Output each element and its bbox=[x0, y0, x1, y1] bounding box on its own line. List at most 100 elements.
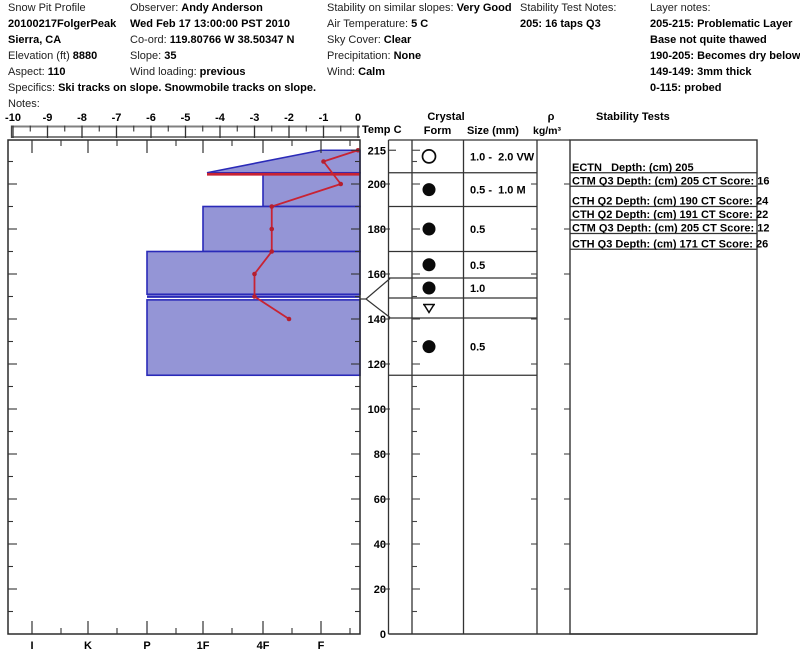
temp-axis-tick-label: -6 bbox=[146, 112, 156, 124]
header-line: Observer: Andy Anderson bbox=[130, 0, 294, 16]
depth-axis-label: 40 bbox=[374, 539, 386, 551]
hardness-axis-label: F bbox=[318, 640, 325, 652]
temp-axis-tick-label: -1 bbox=[319, 112, 329, 124]
field-value: Very Good bbox=[456, 2, 512, 14]
temp-axis-title: Temp C bbox=[362, 124, 402, 136]
grain-size-value: 0.5 - 1.0 M bbox=[470, 185, 526, 197]
temp-axis-tick-label: -9 bbox=[43, 112, 53, 124]
field-value: Wed Feb 17 13:00:00 PST 2010 bbox=[130, 18, 290, 30]
stability-test-label: CTH Q3 Depth: (cm) 171 CT Score: 26 bbox=[572, 238, 768, 250]
field-value: 190-205: Becomes dry below 200 bbox=[650, 50, 800, 62]
field-label: Notes: bbox=[8, 98, 40, 110]
header-col-stability-test-notes: Stability Test Notes: 205: 16 taps Q3 bbox=[520, 0, 616, 32]
temperature-point bbox=[269, 226, 275, 232]
field-label: Observer: bbox=[130, 2, 179, 14]
grain-size-value: 0.5 bbox=[470, 224, 485, 236]
form-header: Form bbox=[424, 125, 452, 137]
field-label: Aspect: bbox=[8, 66, 45, 78]
temp-axis-tick-label: -2 bbox=[284, 112, 294, 124]
size-header: Size (mm) bbox=[467, 125, 519, 137]
field-value: Sierra, CA bbox=[8, 34, 62, 46]
hardness-layers bbox=[146, 149, 361, 377]
field-value: 205-215: Problematic Layer bbox=[650, 18, 793, 30]
temperature-point bbox=[338, 181, 344, 187]
header-col-weather-info: Stability on similar slopes: Very Good Air… bbox=[327, 0, 512, 80]
field-label: Air Temperature: bbox=[327, 18, 409, 30]
field-label: Wind loading: bbox=[130, 66, 197, 78]
temp-axis-tick-label: -5 bbox=[181, 112, 191, 124]
header-line: Wind loading: previous bbox=[130, 64, 294, 80]
field-value: 5 C bbox=[411, 18, 429, 30]
header-line: Aspect: 110 bbox=[8, 64, 316, 80]
field-value: 35 bbox=[164, 50, 177, 62]
field-value: Base not quite thawed bbox=[650, 34, 767, 46]
depth-axis-label: 180 bbox=[368, 224, 386, 236]
header-line: Specifics: Ski tracks on slope. Snowmobil… bbox=[8, 80, 316, 96]
depth-axis-label: 120 bbox=[368, 359, 386, 371]
field-value: 110 bbox=[47, 66, 66, 78]
temp-axis-tick-label: -7 bbox=[112, 112, 122, 124]
field-label: Stability Test Notes: bbox=[520, 2, 617, 14]
density-unit-header: kg/m³ bbox=[533, 125, 562, 137]
temp-axis-tick-label: -8 bbox=[77, 112, 87, 124]
grain-form-melt-icon bbox=[421, 149, 437, 164]
temp-axis-tick-label: -10 bbox=[5, 112, 21, 124]
grain-size-value: 1.0 bbox=[470, 283, 485, 295]
snow-layer-bar bbox=[146, 299, 361, 377]
grain-size-value: 0.5 bbox=[470, 260, 485, 272]
stability-test-label: CTH Q2 Depth: (cm) 191 CT Score: 22 bbox=[572, 209, 768, 221]
field-value: Andy Anderson bbox=[181, 2, 263, 14]
grain-form-rounded-icon bbox=[422, 183, 436, 197]
temperature-point bbox=[269, 249, 275, 254]
grain-form-rounded-icon bbox=[422, 222, 436, 236]
header-line: 205: 16 taps Q3 bbox=[520, 16, 616, 32]
stability-test-label: CTM Q3 Depth: (cm) 205 CT Score: 16 bbox=[572, 175, 769, 187]
header-line: Sierra, CA bbox=[8, 32, 316, 48]
depth-axis-label: 140 bbox=[368, 314, 386, 326]
depth-axis-label: 200 bbox=[368, 179, 386, 191]
field-label: Wind: bbox=[327, 66, 356, 78]
header-line: Elevation (ft) 8880 bbox=[8, 48, 316, 64]
depth-axis-label: 215 bbox=[368, 145, 386, 157]
field-value: previous bbox=[199, 66, 246, 78]
header-line: 20100217FolgerPeak bbox=[8, 16, 316, 32]
header-line: Wind: Calm bbox=[327, 64, 512, 80]
field-label: Sky Cover: bbox=[327, 34, 381, 46]
depth-axis-label: 20 bbox=[374, 584, 386, 596]
header-line: Stability Test Notes: bbox=[520, 0, 616, 16]
header-line: Slope: 35 bbox=[130, 48, 294, 64]
crystal-header: Crystal bbox=[427, 111, 464, 123]
field-label: Slope: bbox=[130, 50, 162, 62]
grain-form-rounded-icon bbox=[422, 281, 436, 295]
grain-form-surface-hoar-icon bbox=[423, 303, 435, 314]
field-value: Calm bbox=[358, 66, 386, 78]
depth-axis-label: 160 bbox=[368, 269, 386, 281]
header-line: Base not quite thawed bbox=[650, 32, 800, 48]
temp-axis-tick-label: 0 bbox=[355, 112, 361, 124]
field-value: 20100217FolgerPeak bbox=[8, 18, 117, 30]
thin-layer-bracket bbox=[365, 298, 391, 318]
hardness-axis-label: I bbox=[30, 640, 33, 652]
stability-test-label: CTH Q2 Depth: (cm) 190 CT Score: 24 bbox=[572, 196, 769, 208]
depth-axis-label: 60 bbox=[374, 494, 386, 506]
hardness-axis-label: 1F bbox=[197, 640, 210, 652]
field-label: Layer notes: bbox=[650, 2, 711, 14]
header-line: Sky Cover: Clear bbox=[327, 32, 512, 48]
field-value: 119.80766 W 38.50347 N bbox=[169, 34, 295, 46]
depth-axis-label: 100 bbox=[368, 404, 386, 416]
temperature-point bbox=[252, 271, 257, 277]
field-label: Precipitation: bbox=[327, 50, 391, 62]
field-label: Elevation (ft) bbox=[8, 50, 70, 62]
grain-form-rounded-icon bbox=[422, 258, 436, 272]
header-line: Precipitation: None bbox=[327, 48, 512, 64]
header-line: 205-215: Problematic Layer bbox=[650, 16, 800, 32]
snow-layer-bar bbox=[202, 205, 361, 253]
snow-layer-bar bbox=[262, 171, 361, 208]
field-value: 8880 bbox=[72, 50, 98, 62]
stability-test-label: CTM Q3 Depth: (cm) 205 CT Score: 12 bbox=[572, 223, 769, 235]
field-value: 205: 16 taps Q3 bbox=[520, 18, 601, 30]
depth-axis-label: 0 bbox=[380, 629, 386, 641]
field-value: None bbox=[393, 50, 422, 62]
